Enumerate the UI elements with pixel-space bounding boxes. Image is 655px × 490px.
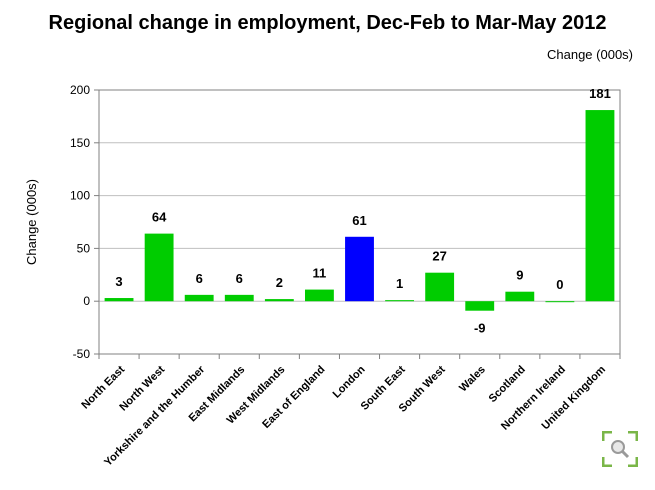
data-label: 61 [352,213,366,228]
data-label: 64 [152,210,167,225]
bar [345,236,374,302]
y-axis-label: Change (000s) [24,179,39,265]
data-label: 0 [556,277,563,292]
data-label: 1 [396,276,403,291]
y-tick-label: 100 [70,189,90,203]
data-label: 27 [432,249,446,264]
bar [304,289,334,302]
bar [224,294,254,302]
bars [104,110,615,311]
data-label: 11 [313,266,327,281]
data-label: 2 [276,275,283,290]
category-label: London [331,363,368,400]
category-label: Wales [457,364,488,395]
magnifier-logo-icon [602,431,638,467]
bar [144,233,174,302]
bar [385,300,415,302]
data-label: 9 [516,268,523,283]
chart-title: Regional change in employment, Dec-Feb t… [48,12,607,34]
bar [545,301,575,303]
y-tick-label: 0 [83,294,90,308]
y-tick-label: 150 [70,136,90,150]
data-label: 3 [115,274,122,289]
data-label: -9 [474,321,486,336]
plot-frame [98,89,621,355]
bar [465,301,495,311]
data-label: 181 [589,86,611,101]
bar [425,272,455,302]
category-label: Scotland [487,364,528,405]
bar [104,298,134,302]
data-label: 6 [236,271,243,286]
axes [94,89,621,359]
bar [585,110,615,302]
y-tick-label: -50 [73,347,91,361]
y-tick-label: 200 [70,83,90,97]
data-label: 6 [196,271,203,286]
bar [184,294,214,302]
bar [505,291,535,302]
unit-label: Change (000s) [547,47,633,62]
y-tick-label: 50 [77,241,91,255]
bar [264,299,294,302]
